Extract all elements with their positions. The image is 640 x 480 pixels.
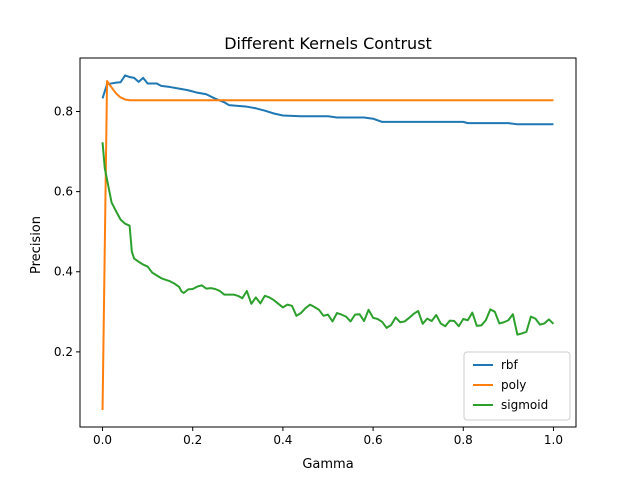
x-tick-label: 0.8 xyxy=(454,433,473,447)
series-line-sigmoid xyxy=(101,142,555,336)
y-tick-label: 0.6 xyxy=(54,185,73,199)
y-tick-label: 0.8 xyxy=(54,104,73,118)
legend-box xyxy=(463,351,571,421)
y-tick-label: 0.2 xyxy=(54,345,73,359)
x-tick-label: 0.0 xyxy=(93,433,112,447)
series-line-poly xyxy=(101,80,554,410)
legend-label-sigmoid: sigmoid xyxy=(501,398,548,412)
legend-label-rbf: rbf xyxy=(501,358,519,372)
series-line-rbf xyxy=(101,74,554,126)
y-axis: 0.2 0.4 0.6 0.8 xyxy=(54,104,80,359)
y-tick-label: 0.4 xyxy=(54,265,73,279)
x-tick-label: 0.4 xyxy=(273,433,292,447)
y-axis-label: Precision xyxy=(29,216,44,274)
x-tick-label: 0.2 xyxy=(183,433,202,447)
legend-label-poly: poly xyxy=(501,378,526,392)
x-axis: 0.0 0.2 0.4 0.6 0.8 1.0 xyxy=(93,427,563,447)
plot-frame xyxy=(79,57,577,428)
x-axis-label: Gamma xyxy=(302,457,353,472)
x-tick-label: 1.0 xyxy=(544,433,563,447)
legend: rbf poly sigmoid xyxy=(463,351,571,421)
x-tick-label: 0.6 xyxy=(364,433,383,447)
chart-title: Different Kernels Contrust xyxy=(224,34,432,53)
series-layer xyxy=(101,74,555,410)
